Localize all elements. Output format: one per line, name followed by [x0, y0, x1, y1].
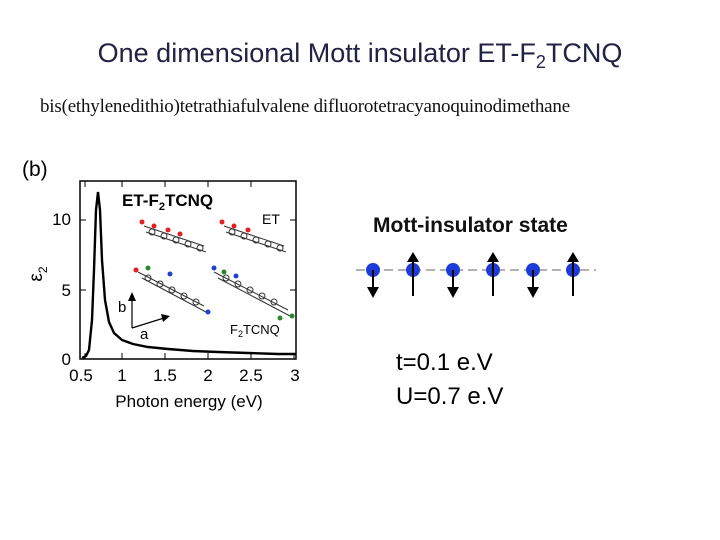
xtick-label: 2.5	[239, 366, 263, 385]
compound-full-name: bis(ethylenedithio)tetrathiafulvalene di…	[40, 96, 570, 117]
spin-up-arrowhead	[487, 252, 499, 262]
spin-chain-diagram	[356, 252, 596, 298]
spin-site-up	[486, 252, 500, 296]
ytick-label: 0	[62, 350, 71, 369]
mott-state-title: Mott-insulator state	[373, 214, 568, 237]
slide-title: One dimensional Mott insulator ET-F2TCNQ	[97, 38, 623, 72]
axis-a-arrow	[131, 317, 165, 329]
x-axis-label: Photon energy (eV)	[115, 392, 262, 411]
ytick-label: 5	[62, 281, 71, 300]
hopping-parameter: t=0.1 e.V	[396, 349, 493, 376]
spin-down-arrowhead	[367, 287, 379, 298]
spectrum-curve	[81, 191, 296, 360]
f2tcnq-label: F2TCNQ	[230, 322, 280, 339]
xtick-label: 1.5	[153, 366, 177, 385]
spin-up-arrowhead	[567, 252, 579, 262]
axis-b-arrowhead	[128, 292, 136, 301]
xtick-label: 0.5	[69, 366, 93, 385]
inset-title: ET-F2TCNQ	[122, 191, 213, 213]
svg-text:ε2: ε2	[26, 266, 50, 281]
ytick-label: 10	[52, 210, 71, 229]
plot-frame	[79, 180, 297, 360]
f2tcnq-colored-atoms	[133, 265, 295, 321]
spin-site-up	[566, 252, 580, 296]
spectrum-figure: 10 5 0 0.5 1 1.5 2 2.5 3 Photon energy (…	[26, 180, 300, 411]
spin-sites	[366, 252, 580, 298]
spin-site-down	[446, 263, 460, 298]
spin-site-up	[406, 252, 420, 296]
xtick-label: 1	[117, 366, 126, 385]
et-molecule-chain-2	[223, 225, 287, 253]
spin-up-arrowhead	[407, 252, 419, 262]
y-axis-label: ε2	[26, 266, 50, 281]
et-molecule-chain-1	[143, 225, 207, 253]
spin-site-down	[526, 263, 540, 298]
spin-site-down	[366, 263, 380, 298]
xtick-label: 3	[290, 366, 299, 385]
axis-a-label: a	[140, 326, 149, 343]
f2tcnq-molecule-chain-1	[137, 271, 207, 313]
xtick-label: 2	[203, 366, 212, 385]
spin-down-arrowhead	[527, 287, 539, 298]
et-red-atoms	[139, 219, 251, 237]
et-label: ET	[262, 211, 280, 227]
parameters: t=0.1 e.V U=0.7 e.V	[396, 346, 503, 414]
coulomb-parameter: U=0.7 e.V	[396, 383, 504, 410]
axis-b-label: b	[118, 299, 126, 316]
spin-down-arrowhead	[447, 287, 459, 298]
f2tcnq-molecule-chain-2	[213, 271, 291, 317]
axis-a-arrowhead	[161, 314, 170, 322]
panel-label: (b)	[22, 158, 48, 181]
